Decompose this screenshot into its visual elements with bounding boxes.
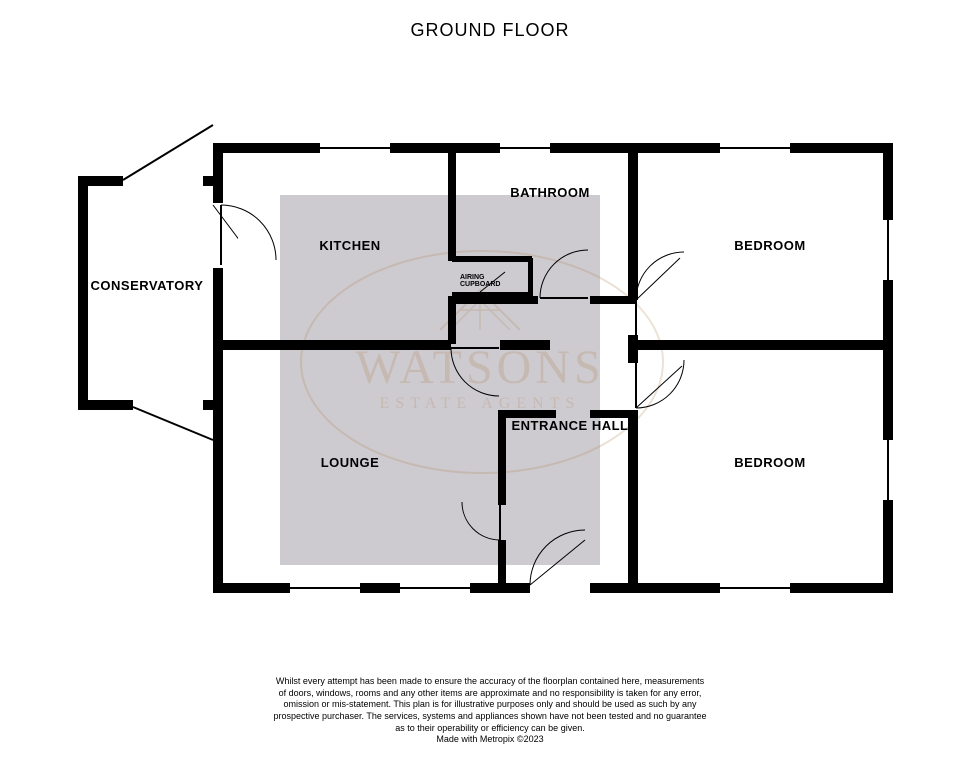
disclaimer: Whilst every attempt has been made to en…	[170, 676, 810, 746]
label-bathroom: BATHROOM	[490, 185, 610, 200]
disclaimer-l1: Whilst every attempt has been made to en…	[276, 676, 704, 686]
label-entrance: ENTRANCE HALL	[505, 418, 635, 433]
disclaimer-l4: prospective purchaser. The services, sys…	[273, 711, 706, 721]
label-conservatory: CONSERVATORY	[82, 278, 212, 293]
label-bedroom2: BEDROOM	[710, 455, 830, 470]
disclaimer-l3: omission or mis-statement. This plan is …	[283, 699, 696, 709]
label-kitchen: KITCHEN	[300, 238, 400, 253]
disclaimer-l5: as to their operability or efficiency ca…	[395, 723, 584, 733]
label-airing: AIRING CUPBOARD	[460, 274, 500, 288]
label-lounge: LOUNGE	[300, 455, 400, 470]
disclaimer-l2: of doors, windows, rooms and any other i…	[279, 688, 702, 698]
disclaimer-l6: Made with Metropix ©2023	[436, 734, 543, 744]
label-bedroom1: BEDROOM	[710, 238, 830, 253]
floor-title: GROUND FLOOR	[0, 20, 980, 41]
